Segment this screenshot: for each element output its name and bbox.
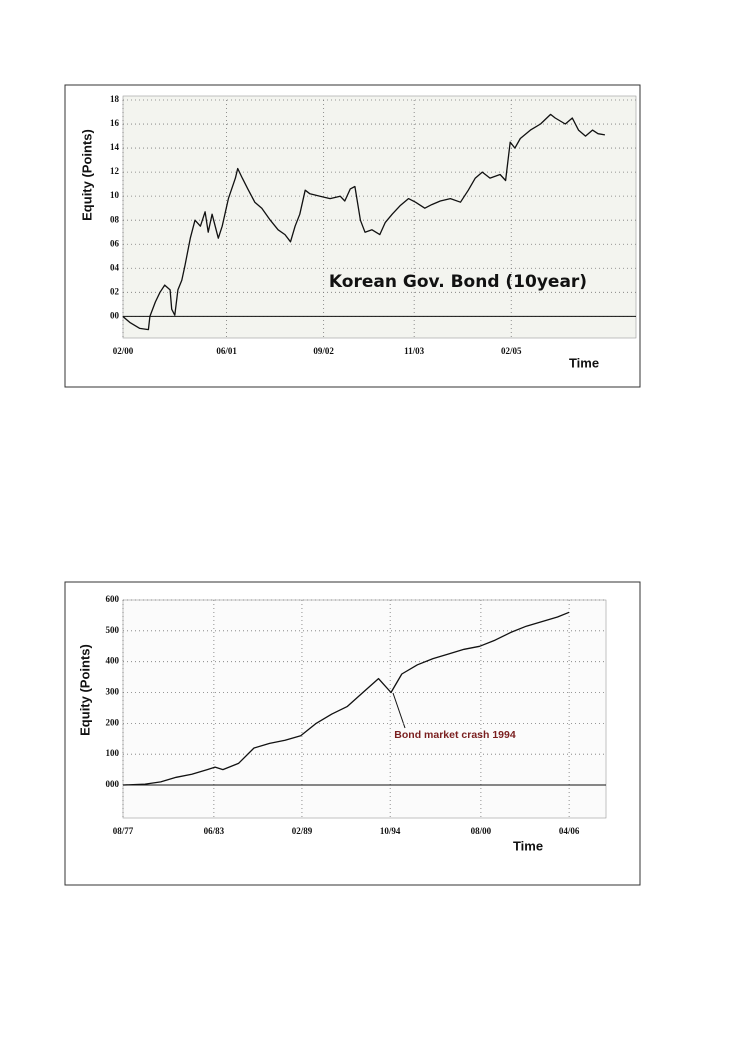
y-axis-label: Equity (Points) <box>77 644 92 736</box>
x-axis-label: Time <box>569 355 599 370</box>
x-tick-label: 08/00 <box>471 826 492 836</box>
x-tick-label: 06/83 <box>204 826 225 836</box>
annotation: Bond market crash 1994 <box>394 729 516 741</box>
plot-area <box>122 95 637 339</box>
y-tick-label: 08 <box>110 214 120 224</box>
x-tick-label: 04/06 <box>559 826 580 836</box>
y-tick-label: 000 <box>106 779 120 789</box>
y-tick-label: 10 <box>110 190 120 200</box>
y-tick-label: 04 <box>110 262 120 272</box>
y-tick-label: 00 <box>110 310 120 320</box>
x-axis-label: Time <box>513 838 543 853</box>
equity-line <box>123 611 570 786</box>
x-tick-label: 02/05 <box>501 346 522 356</box>
equity-line <box>122 113 606 331</box>
y-tick-label: 12 <box>110 166 120 176</box>
x-tick-label: 02/00 <box>113 346 134 356</box>
x-tick-label: 06/01 <box>216 346 237 356</box>
y-tick-label: 14 <box>110 142 120 152</box>
x-tick-label: 11/03 <box>404 346 425 356</box>
annotation: Korean Gov. Bond (10year) <box>329 272 587 292</box>
x-tick-label: 08/77 <box>113 826 134 836</box>
y-tick-label: 02 <box>110 286 120 296</box>
x-tick-label: 10/94 <box>380 826 401 836</box>
y-tick-label: 100 <box>106 748 120 758</box>
y-axis-label: Equity (Points) <box>79 129 94 221</box>
plot-area <box>122 599 607 819</box>
annotation-arrow <box>392 692 406 729</box>
y-tick-label: 16 <box>110 118 120 128</box>
y-tick-label: 600 <box>106 594 120 604</box>
y-tick-label: 500 <box>106 625 120 635</box>
y-tick-label: 200 <box>106 717 120 727</box>
x-tick-label: 02/89 <box>292 826 313 836</box>
y-tick-label: 400 <box>106 656 120 666</box>
y-tick-label: 300 <box>106 687 120 697</box>
y-tick-label: 06 <box>110 238 120 248</box>
x-tick-label: 09/02 <box>313 346 334 356</box>
y-tick-label: 18 <box>110 94 120 104</box>
